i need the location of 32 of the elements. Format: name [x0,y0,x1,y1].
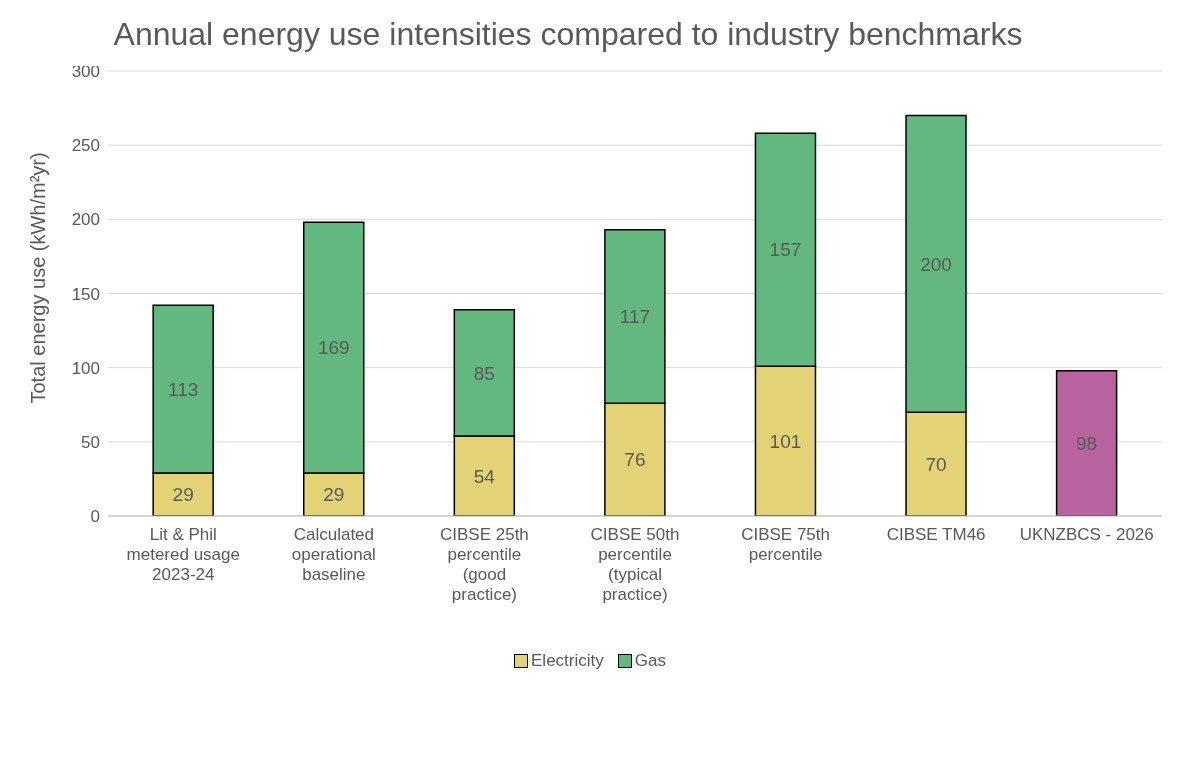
data-label: 169 [317,337,350,359]
y-tick-label: 150 [71,284,100,304]
y-tick-label: 200 [71,210,100,230]
legend-label: Gas [633,651,666,671]
y-tick-label: 50 [81,432,100,452]
data-label: 85 [473,362,495,384]
data-label: 200 [920,253,952,275]
data-label: 54 [473,465,496,487]
data-label: 76 [624,449,646,471]
y-tick-label: 300 [71,62,100,82]
data-label: 29 [172,484,194,506]
data-label: 113 [168,378,199,400]
legend-label: Electricity [530,651,604,671]
bar [1055,369,1118,516]
data-label: 98 [1076,433,1098,455]
y-axis-title: Total energy use (kWh/m²yr) [27,152,50,404]
x-tick-label: CIBSE TM46 [886,525,986,544]
y-tick-label: 250 [71,136,100,156]
x-tick-label: CIBSE 75th percentile [741,525,830,564]
x-tick-label: CIBSE 50th percentile (typical practice) [590,525,680,604]
data-label: 70 [925,453,947,475]
x-tick-label: UKNZBCS - 2026 [1019,525,1154,544]
data-label: 101 [769,430,802,452]
x-tick-label: Lit & Phil metered usage 2023-24 [126,525,240,584]
data-label: 29 [323,484,345,506]
y-tick-label: 0 [90,507,100,527]
x-tick-label: Calculated operational baseline [291,525,376,584]
chart-title: Annual energy use intensities compared to industry benchmarks [113,16,1023,52]
y-tick-label: 100 [71,358,100,378]
data-label: 157 [769,239,802,261]
data-label: 117 [619,306,651,328]
x-tick-label: CIBSE 25th percentile (good practice) [440,525,529,604]
